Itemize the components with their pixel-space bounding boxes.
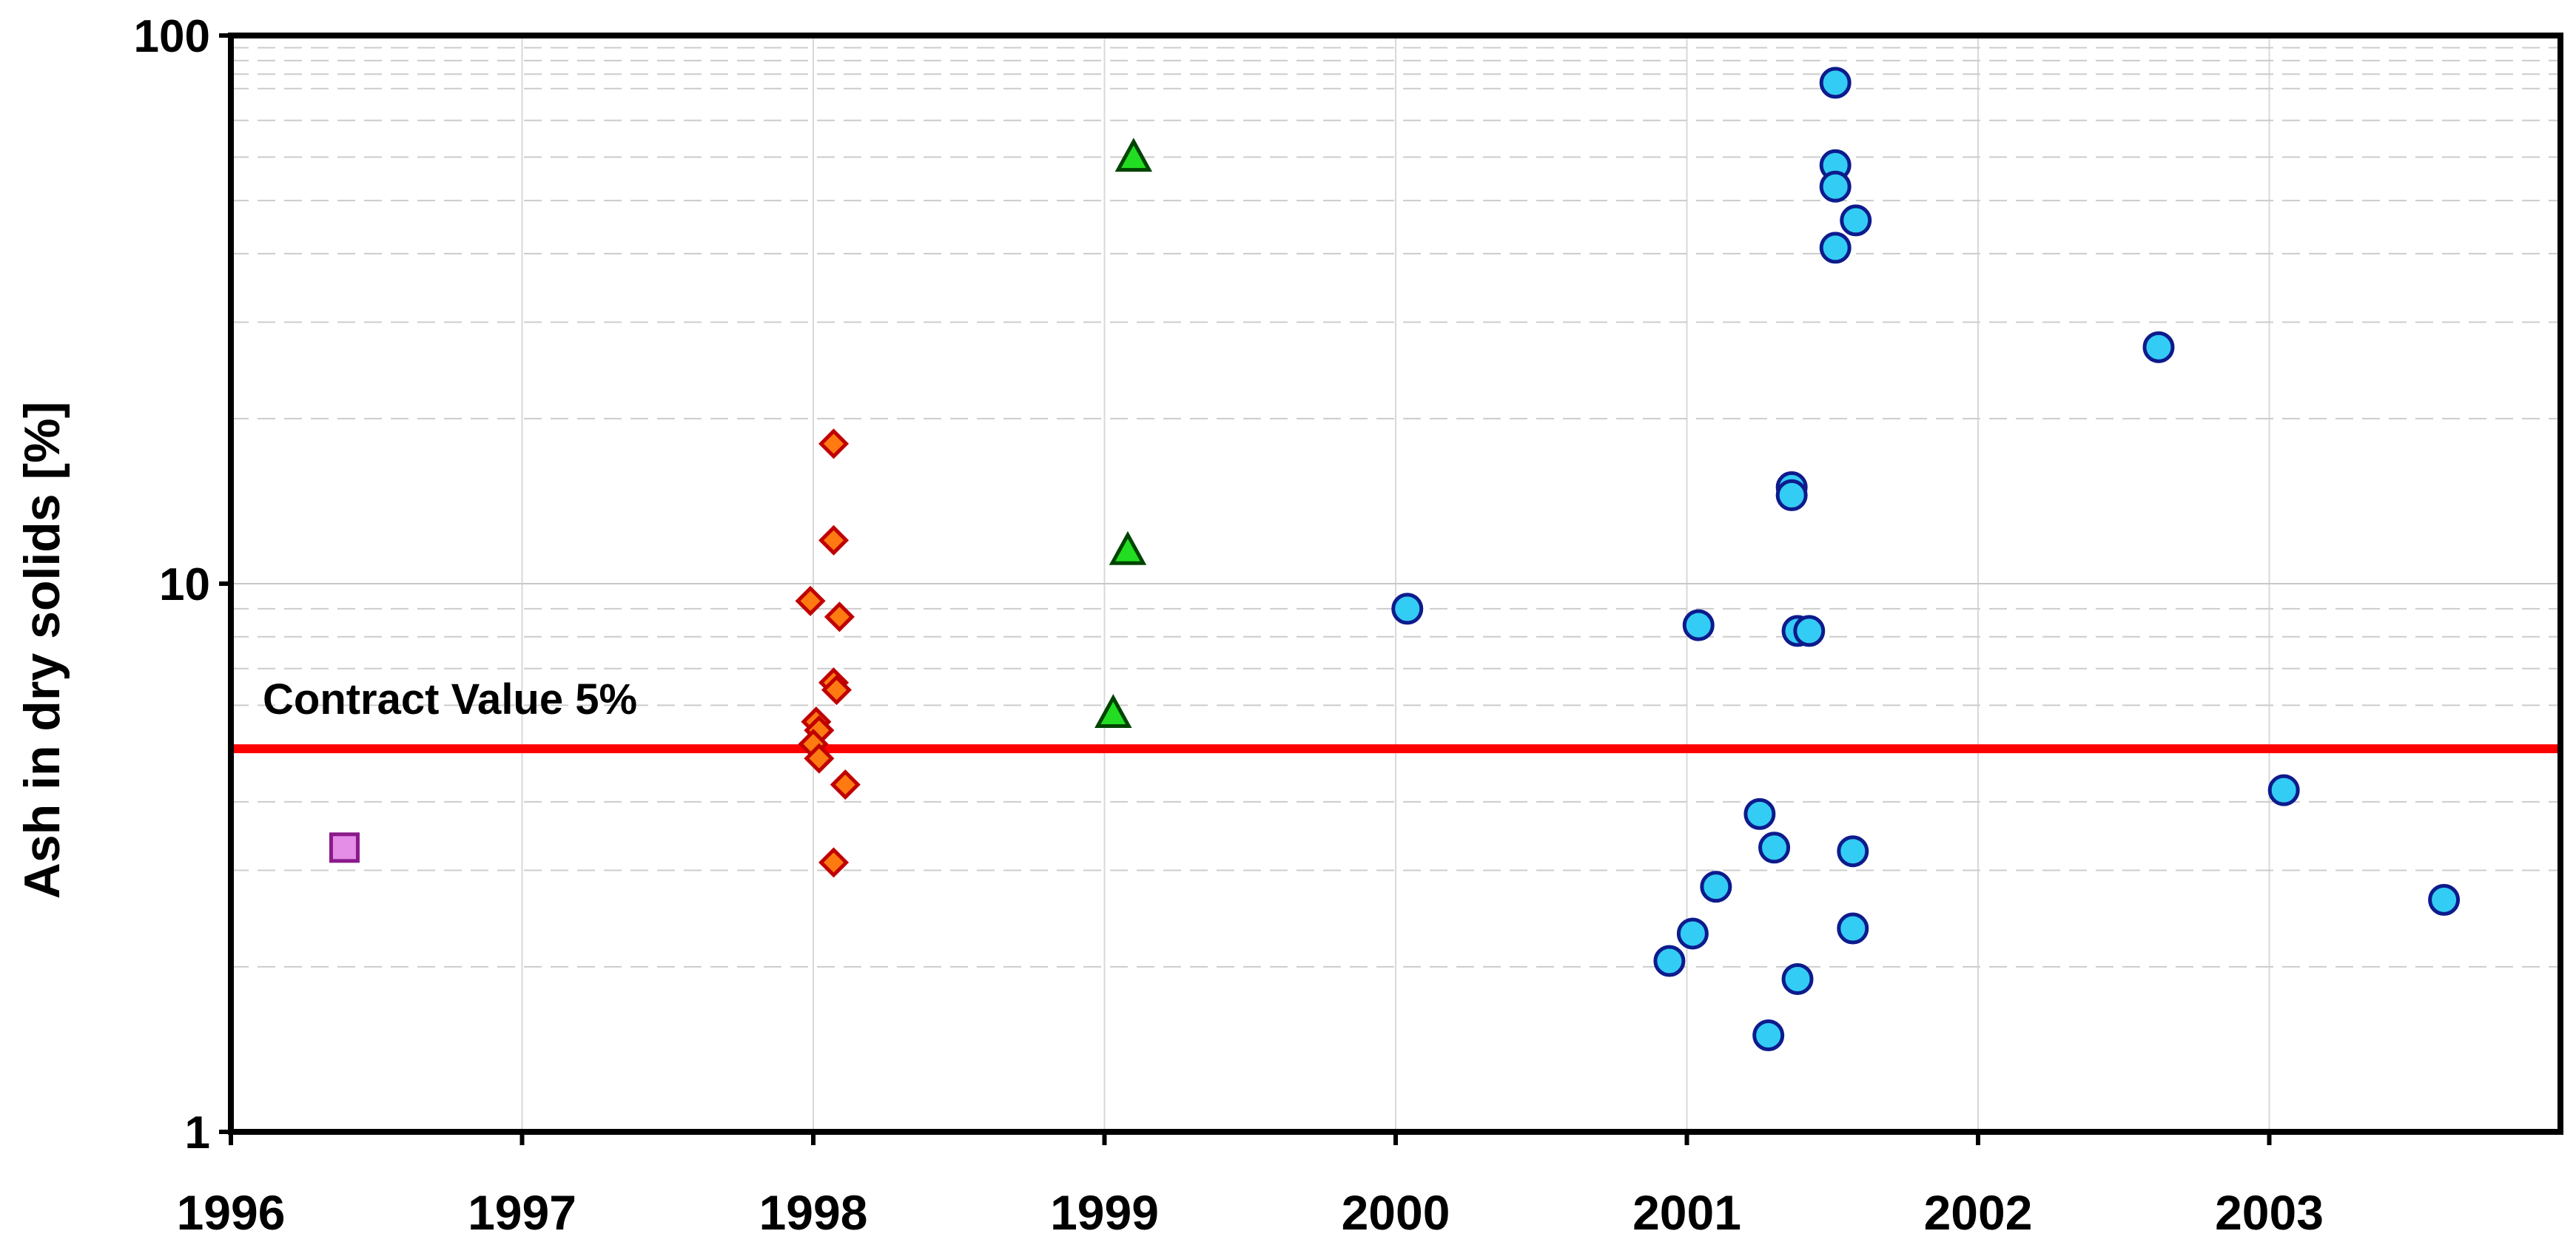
diamond-point xyxy=(795,585,826,616)
diamond-point xyxy=(824,601,855,633)
circle-point xyxy=(1819,170,1852,203)
circle-point xyxy=(1837,835,1869,868)
y-axis-ticks: 1 10 100 xyxy=(134,11,231,1158)
data-points xyxy=(329,67,2461,1052)
diamond-point xyxy=(818,525,850,556)
x-tick-label: 1997 xyxy=(468,1185,576,1240)
circle-point xyxy=(1819,232,1852,264)
circle-point xyxy=(1653,945,1686,977)
x-tick-label: 2000 xyxy=(1342,1185,1450,1240)
contract-value-label: Contract Value 5% xyxy=(263,675,637,723)
circle-point xyxy=(1781,962,1814,995)
circle-point xyxy=(2142,331,2175,363)
circle-point xyxy=(1752,1019,1785,1052)
triangle-point xyxy=(1094,694,1132,729)
diamond-point xyxy=(821,675,852,706)
reference-line-group: Contract Value 5% xyxy=(231,675,2560,754)
y-tick-label: 10 xyxy=(159,559,210,610)
diamond-point xyxy=(830,769,861,800)
x-axis-ticks: 1996 1997 1998 1999 2000 2001 2002 2003 xyxy=(177,1132,2324,1240)
triangle-point xyxy=(1114,138,1153,172)
circle-point xyxy=(1837,912,1869,945)
circle-point xyxy=(1819,67,1852,99)
y-tick-label: 1 xyxy=(185,1107,210,1158)
circle-point xyxy=(1700,871,1732,903)
circle-point xyxy=(2267,774,2300,806)
diamond-point xyxy=(818,847,850,878)
grid xyxy=(231,36,2560,1132)
x-tick-label: 2002 xyxy=(1924,1185,2033,1240)
diamond-point xyxy=(818,428,850,459)
circle-point xyxy=(1758,832,1791,864)
x-tick-label: 2001 xyxy=(1632,1185,1741,1240)
circle-point xyxy=(1676,917,1709,950)
circle-point xyxy=(1840,204,1872,237)
x-tick-label: 1998 xyxy=(759,1185,868,1240)
circle-point xyxy=(1391,593,1424,625)
circle-point xyxy=(1793,615,1826,647)
square-point xyxy=(329,832,360,863)
circle-point xyxy=(1775,479,1808,511)
circle-point xyxy=(1682,609,1715,641)
circle-point xyxy=(2428,883,2461,916)
y-tick-label: 100 xyxy=(134,11,210,62)
circle-point xyxy=(1743,797,1776,830)
x-tick-label: 1996 xyxy=(177,1185,286,1240)
diamond-point xyxy=(804,743,835,774)
x-tick-label: 2003 xyxy=(2215,1185,2324,1240)
triangle-point xyxy=(1109,530,1147,565)
y-axis-title: Ash in dry solids [%] xyxy=(14,402,70,900)
x-tick-label: 1999 xyxy=(1050,1185,1159,1240)
